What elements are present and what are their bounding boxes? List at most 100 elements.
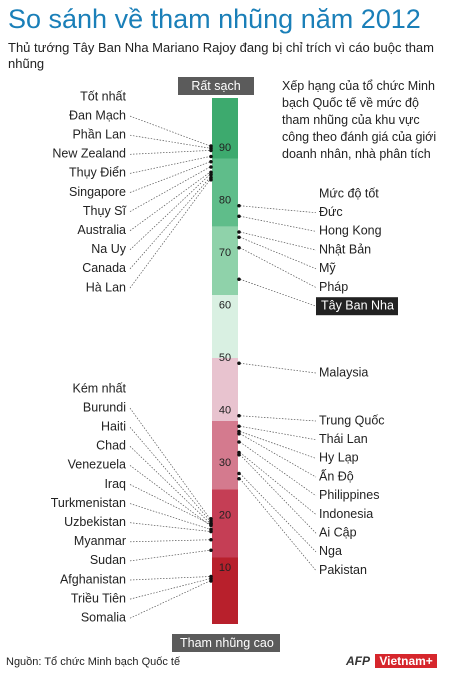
country-point [209,529,213,534]
leader-line [239,205,317,214]
leader-line [239,247,317,288]
country-point [237,235,241,240]
vietnamplus-logo: Vietnam+ [375,654,437,668]
scale-band [212,295,238,358]
country-label: Pháp [319,280,348,294]
leader-line [129,446,211,524]
country-label: Ấn Độ [319,468,354,483]
leader-line [129,539,211,543]
leader-line [239,431,317,459]
country-point [237,361,241,366]
leader-line [129,179,211,289]
country-label: Singapore [69,185,126,199]
tick-label: 70 [219,247,231,259]
country-point [237,424,241,429]
country-label: Na Uy [91,242,126,256]
group-header-left: Kém nhất [72,381,126,395]
leader-line [239,236,317,270]
leader-line [129,549,211,562]
scale-band [212,358,238,421]
tick-label: 20 [219,509,231,521]
country-label: Hy Lạp [319,451,359,465]
leader-line [239,441,317,497]
country-label-highlight: Tây Ban Nha [321,298,394,312]
country-point [209,537,213,542]
country-label: Triều Tiên [71,591,126,605]
country-label: Mỹ [319,261,336,275]
country-point [209,148,213,153]
country-label: Nga [319,544,342,558]
leader-line [129,171,211,231]
country-label: Turkmenistan [51,496,126,510]
page-subtitle: Thủ tướng Tây Ban Nha Mariano Rajoy đang… [8,40,434,71]
leader-line [239,433,317,478]
country-label: Uzbekistan [64,515,126,529]
country-label: Sudan [90,553,126,567]
country-label: Hà Lan [86,280,126,294]
leader-line [239,425,317,441]
tick-label: 10 [219,562,231,574]
country-label: Afghanistan [60,572,126,586]
country-label: Thái Lan [319,432,368,446]
leader-line [239,278,317,307]
leader-line [239,473,317,553]
country-point [237,476,241,481]
country-label: Ai Cập [319,525,357,539]
scale-top-caption: Rất sạch [178,77,254,95]
country-label: Indonesia [319,507,373,521]
group-header-right: Mức độ tốt [319,186,379,200]
country-label: Australia [77,223,126,237]
country-point [237,277,241,282]
country-label: Malaysia [319,365,368,379]
country-label: Somalia [81,610,126,624]
country-label: Đan Mạch [69,108,126,122]
leader-line [239,452,317,515]
country-label: Chad [96,439,126,453]
country-label: Hong Kong [319,224,382,238]
leader-line [239,231,317,251]
scale-band [212,421,238,490]
page-title: So sánh về tham nhũng năm 2012 [8,4,421,34]
country-label: Myanmar [74,534,126,548]
country-label: Venezuela [68,458,126,472]
country-point [237,452,241,457]
country-label: Canada [82,261,126,275]
country-point [209,522,213,526]
leader-line [239,478,317,571]
country-point [237,413,241,418]
country-label: Iraq [104,477,126,491]
publisher-logo: AFP Vietnam+ [346,654,437,668]
country-point [237,440,241,444]
leader-line [129,156,211,174]
country-label: Burundi [83,400,126,414]
leader-line [129,426,211,522]
leader-line [129,150,211,155]
highlight-box [316,297,398,316]
scale-bottom-caption: Tham nhũng cao [172,634,280,652]
tick-label: 90 [219,142,231,154]
country-label: Thụy Sĩ [83,204,127,218]
leader-line [239,215,317,232]
country-label: Nhật Bản [319,242,371,256]
country-point [237,230,241,234]
leader-line [129,115,211,147]
chart-description: Xếp hạng của tổ chức Minh bạch Quốc tế v… [282,79,437,161]
scale-band [212,489,238,558]
country-label: Thụy Điển [69,166,126,180]
country-label: Philippines [319,488,379,502]
leader-line [129,484,211,525]
country-label: Đức [319,205,343,219]
country-point [209,159,213,164]
leader-line [129,580,211,619]
scale-band [212,158,238,227]
country-point [209,172,213,177]
leader-line [129,503,211,530]
leader-line [239,415,317,422]
tick-label: 80 [219,194,231,206]
country-point [237,203,241,208]
leader-line [239,454,317,534]
country-label: Haiti [101,419,126,433]
leader-line [129,407,211,519]
country-point [209,154,213,159]
